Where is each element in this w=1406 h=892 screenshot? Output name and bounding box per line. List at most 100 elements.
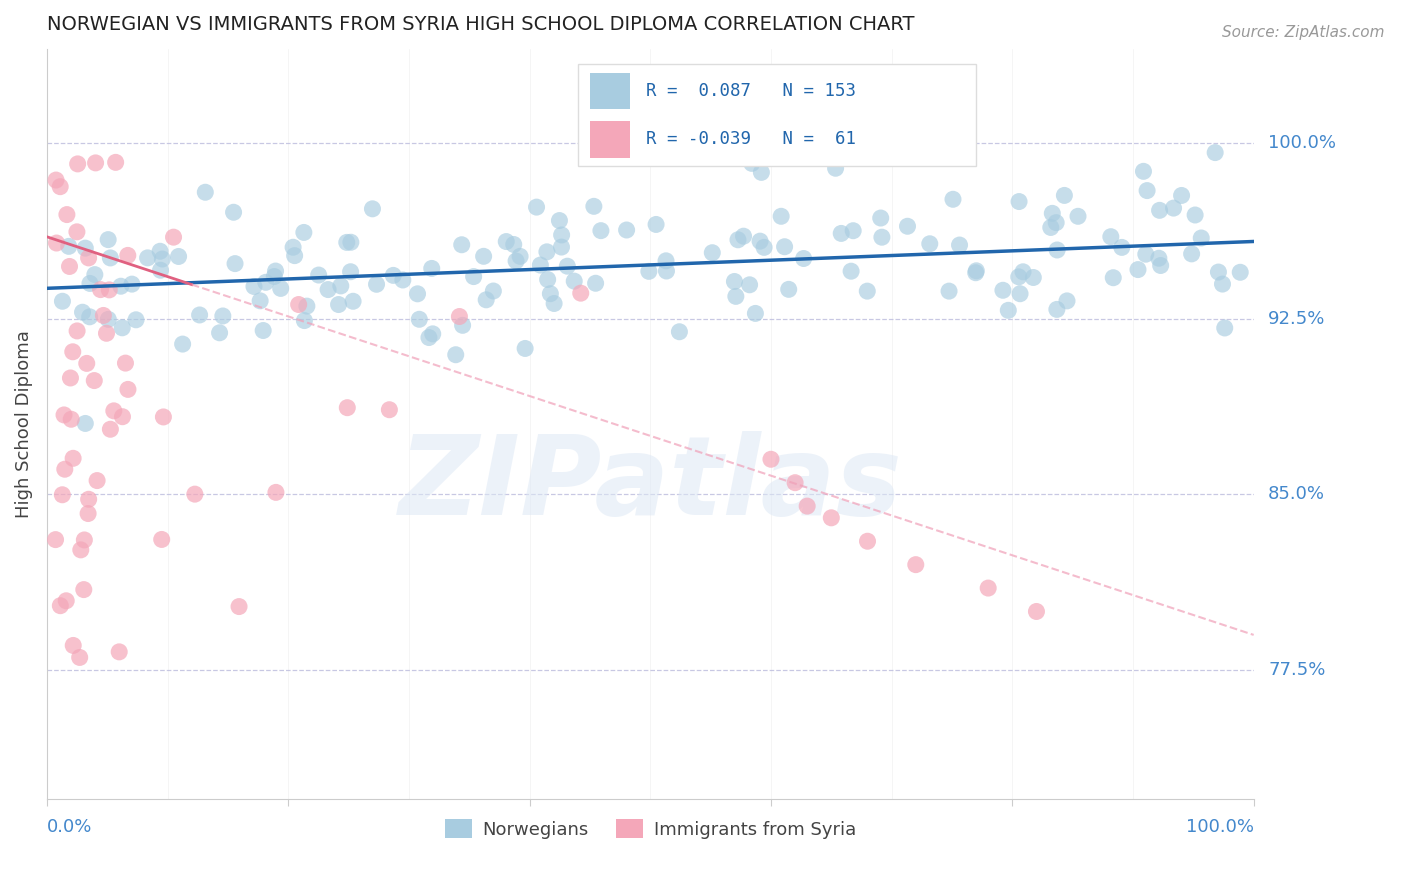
Point [702, 245, 724, 260]
Point [896, 219, 918, 234]
Point [184, 487, 207, 501]
Point [1067, 209, 1090, 223]
Point [585, 277, 607, 291]
Point [339, 265, 361, 279]
Legend: Norwegians, Immigrants from Syria: Norwegians, Immigrants from Syria [437, 813, 863, 846]
Point [292, 313, 315, 327]
Point [526, 200, 548, 214]
Point [328, 297, 350, 311]
Text: NORWEGIAN VS IMMIGRANTS FROM SYRIA HIGH SCHOOL DIPLOMA CORRELATION CHART: NORWEGIAN VS IMMIGRANTS FROM SYRIA HIGH … [46, 15, 914, 34]
Point [1008, 194, 1031, 209]
Point [1189, 231, 1212, 245]
Point [108, 645, 131, 659]
Point [1045, 216, 1067, 230]
Point [1229, 265, 1251, 279]
Point [1149, 203, 1171, 218]
Point [98, 283, 121, 297]
Point [1211, 277, 1233, 291]
Point [965, 266, 987, 280]
Point [111, 409, 134, 424]
Point [1213, 321, 1236, 335]
Point [1163, 201, 1185, 215]
Point [830, 227, 852, 241]
Point [1170, 188, 1192, 202]
Point [991, 283, 1014, 297]
Point [281, 240, 304, 254]
Point [1099, 229, 1122, 244]
Point [856, 534, 879, 549]
Point [1150, 259, 1173, 273]
Point [76, 356, 98, 370]
Point [918, 236, 941, 251]
Point [1039, 220, 1062, 235]
Point [502, 237, 524, 252]
Point [382, 268, 405, 283]
Point [188, 308, 211, 322]
Point [638, 264, 661, 278]
Point [513, 342, 536, 356]
Point [342, 294, 364, 309]
Point [733, 229, 755, 244]
Point [1132, 164, 1154, 178]
Point [1147, 252, 1170, 266]
Point [62, 639, 84, 653]
Text: 85.0%: 85.0% [1268, 485, 1326, 503]
Point [336, 235, 359, 250]
Point [537, 272, 560, 286]
Point [842, 224, 865, 238]
Text: 100.0%: 100.0% [1268, 134, 1336, 153]
Point [1046, 302, 1069, 317]
Text: 100.0%: 100.0% [1185, 818, 1254, 836]
Point [97, 233, 120, 247]
Text: ZIPatlas: ZIPatlas [398, 431, 903, 538]
Point [536, 244, 558, 259]
Point [475, 293, 498, 307]
Point [62, 344, 84, 359]
Point [58, 260, 80, 274]
Point [295, 299, 318, 313]
Point [668, 325, 690, 339]
Point [723, 275, 745, 289]
Point [1204, 145, 1226, 160]
Point [1025, 605, 1047, 619]
Point [1208, 265, 1230, 279]
Point [856, 284, 879, 298]
Point [724, 289, 747, 303]
Point [378, 402, 401, 417]
Point [904, 558, 927, 572]
Point [45, 533, 67, 547]
Point [336, 401, 359, 415]
Point [73, 533, 96, 547]
Point [645, 218, 668, 232]
Point [72, 305, 94, 319]
Point [785, 475, 807, 490]
Point [222, 205, 245, 219]
Point [75, 417, 97, 431]
Point [406, 286, 429, 301]
Point [73, 582, 96, 597]
Point [53, 408, 76, 422]
Point [66, 225, 89, 239]
Point [75, 241, 97, 255]
Point [655, 253, 678, 268]
Point [66, 324, 89, 338]
Point [150, 252, 173, 266]
Point [773, 240, 796, 254]
Point [1053, 188, 1076, 202]
Point [820, 511, 842, 525]
Point [482, 284, 505, 298]
Point [759, 452, 782, 467]
Point [149, 263, 172, 277]
Point [741, 156, 763, 170]
Point [1102, 270, 1125, 285]
Point [1111, 240, 1133, 254]
Point [84, 156, 107, 170]
Point [1040, 206, 1063, 220]
Point [51, 294, 73, 309]
Point [55, 594, 77, 608]
Point [58, 239, 80, 253]
Point [77, 492, 100, 507]
Point [66, 157, 89, 171]
Point [264, 264, 287, 278]
Point [529, 258, 551, 272]
